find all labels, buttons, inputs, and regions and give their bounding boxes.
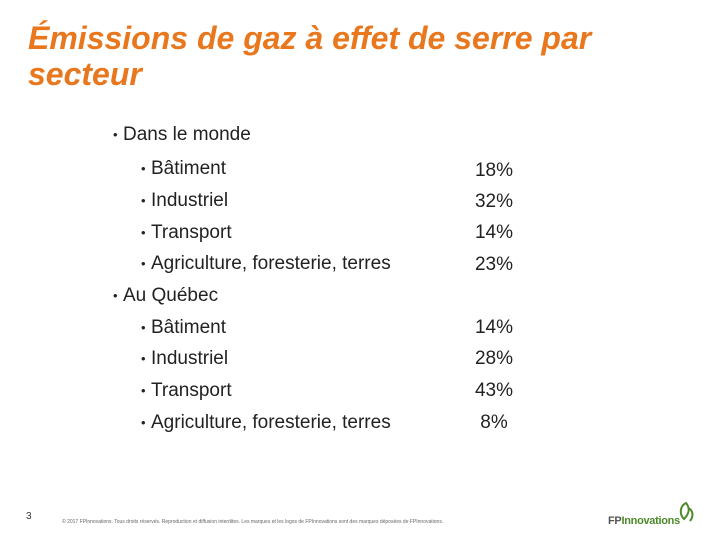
bullet-icon: • bbox=[141, 193, 146, 208]
list-item: • Bâtiment bbox=[141, 313, 226, 343]
leaf-icon bbox=[679, 501, 694, 522]
list-item-value: 14% bbox=[474, 222, 514, 243]
list-item-value: 18% bbox=[474, 160, 514, 181]
company-logo: FPInnovations bbox=[608, 500, 708, 530]
list-item-value: 23% bbox=[474, 254, 514, 275]
list-item: • Transport bbox=[141, 376, 232, 406]
bullet-icon: • bbox=[141, 383, 146, 398]
bullet-icon: • bbox=[141, 320, 146, 335]
bullet-icon: • bbox=[141, 351, 146, 366]
page-title: Émissions de gaz à effet de serre par se… bbox=[28, 20, 592, 92]
list-item: • Agriculture, foresterie, terres bbox=[141, 408, 391, 438]
bullet-icon: • bbox=[141, 161, 146, 176]
logo-text: FPInnovations bbox=[608, 515, 680, 527]
list-item: • Industriel bbox=[141, 186, 228, 216]
list-item: • Industriel bbox=[141, 344, 228, 374]
section-heading-world: • Dans le monde bbox=[113, 120, 251, 150]
list-item-value: 8% bbox=[480, 412, 508, 433]
list-item-value: 32% bbox=[474, 191, 514, 212]
list-item-value: 43% bbox=[474, 380, 514, 401]
slide-number: 3 bbox=[26, 511, 32, 522]
bullet-icon: • bbox=[113, 127, 118, 142]
list-item-value: 14% bbox=[474, 317, 514, 338]
bullet-icon: • bbox=[113, 288, 118, 303]
list-item-value: 28% bbox=[474, 348, 514, 369]
bullet-icon: • bbox=[141, 256, 146, 271]
copyright-notice: © 2017 FPInnovations. Tous droits réserv… bbox=[62, 519, 444, 525]
bullet-icon: • bbox=[141, 225, 146, 240]
list-item: • Transport bbox=[141, 218, 232, 248]
list-item: • Bâtiment bbox=[141, 154, 226, 184]
list-item: • Agriculture, foresterie, terres bbox=[141, 249, 391, 279]
section-heading-quebec: • Au Québec bbox=[113, 281, 218, 311]
bullet-icon: • bbox=[141, 415, 146, 430]
